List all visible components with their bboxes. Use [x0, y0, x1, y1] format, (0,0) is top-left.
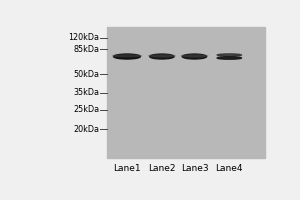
Text: Lane1: Lane1	[113, 164, 141, 173]
Ellipse shape	[114, 54, 140, 59]
Text: Lane3: Lane3	[181, 164, 208, 173]
Ellipse shape	[150, 54, 174, 59]
Ellipse shape	[112, 55, 142, 57]
Ellipse shape	[182, 54, 207, 59]
Ellipse shape	[148, 55, 175, 57]
Text: 35kDa: 35kDa	[73, 88, 99, 97]
Text: 120kDa: 120kDa	[68, 33, 99, 42]
Text: 25kDa: 25kDa	[73, 105, 99, 114]
Text: 50kDa: 50kDa	[73, 70, 99, 79]
Text: Lane2: Lane2	[148, 164, 175, 173]
Ellipse shape	[217, 57, 242, 59]
Ellipse shape	[181, 55, 208, 57]
Text: 85kDa: 85kDa	[73, 45, 99, 54]
Text: 20kDa: 20kDa	[73, 125, 99, 134]
Bar	[107, 27, 266, 158]
Ellipse shape	[217, 54, 242, 56]
Text: Lane4: Lane4	[216, 164, 243, 173]
